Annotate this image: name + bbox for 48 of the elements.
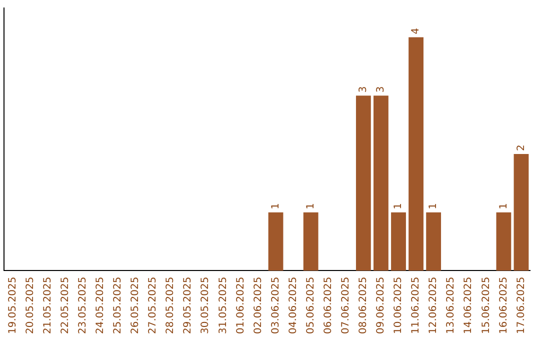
x-tick-label: 01.06.2025 — [235, 276, 246, 334]
data-label: 1 — [270, 202, 282, 210]
x-tick-label: 02.06.2025 — [252, 276, 264, 334]
x-tick-label: 23.05.2025 — [77, 276, 88, 334]
x-tick-label: 05.06.2025 — [305, 276, 316, 334]
x-tick-label: 04.06.2025 — [288, 276, 299, 334]
x-tick-label: 20.05.2025 — [24, 276, 36, 334]
data-label: 1 — [428, 202, 440, 210]
x-tick-label: 06.06.2025 — [322, 276, 334, 334]
x-tick-label: 14.06.2025 — [463, 276, 474, 334]
data-label: 3 — [376, 86, 387, 93]
x-tick-label: 27.05.2025 — [148, 276, 159, 334]
x-tick-label: 24.05.2025 — [95, 276, 106, 334]
x-tick-label: 08.06.2025 — [358, 276, 370, 334]
bar — [514, 154, 529, 271]
x-tick-label: 13.06.2025 — [446, 276, 457, 334]
data-label: 1 — [393, 202, 404, 210]
data-label: 3 — [358, 86, 370, 93]
data-label: 1 — [498, 202, 510, 210]
x-tick-label: 12.06.2025 — [428, 276, 440, 334]
data-label: 4 — [410, 28, 422, 34]
bar — [408, 37, 424, 271]
x-tick-label: 03.06.2025 — [270, 276, 282, 334]
x-tick-label: 31.05.2025 — [218, 276, 229, 334]
x-tick-label: 19.05.2025 — [7, 276, 18, 334]
bar — [268, 212, 284, 271]
x-tick-label: 10.06.2025 — [393, 276, 404, 334]
bar — [391, 212, 406, 271]
x-tick-label: 15.06.2025 — [480, 276, 492, 334]
x-tick-label: 17.06.2025 — [516, 276, 527, 334]
bar — [303, 212, 318, 271]
x-tick-label: 29.05.2025 — [182, 276, 194, 334]
x-tick-label: 07.06.2025 — [340, 276, 352, 334]
bar — [374, 96, 388, 271]
x-tick-label: 22.05.2025 — [60, 276, 71, 334]
x-tick-label: 16.06.2025 — [498, 276, 510, 334]
bar — [496, 212, 512, 271]
x-tick-label: 21.05.2025 — [42, 276, 54, 334]
x-tick-label: 28.05.2025 — [165, 276, 176, 334]
bar — [426, 212, 442, 271]
x-tick-label: 11.06.2025 — [410, 276, 422, 334]
data-label: 1 — [305, 202, 316, 210]
x-tick-label: 09.06.2025 — [376, 276, 387, 334]
x-tick-label: 30.05.2025 — [200, 276, 212, 334]
x-tick-label: 26.05.2025 — [130, 276, 142, 334]
bar — [356, 96, 371, 271]
x-tick-label: 25.05.2025 — [112, 276, 124, 334]
data-label: 2 — [516, 144, 527, 151]
